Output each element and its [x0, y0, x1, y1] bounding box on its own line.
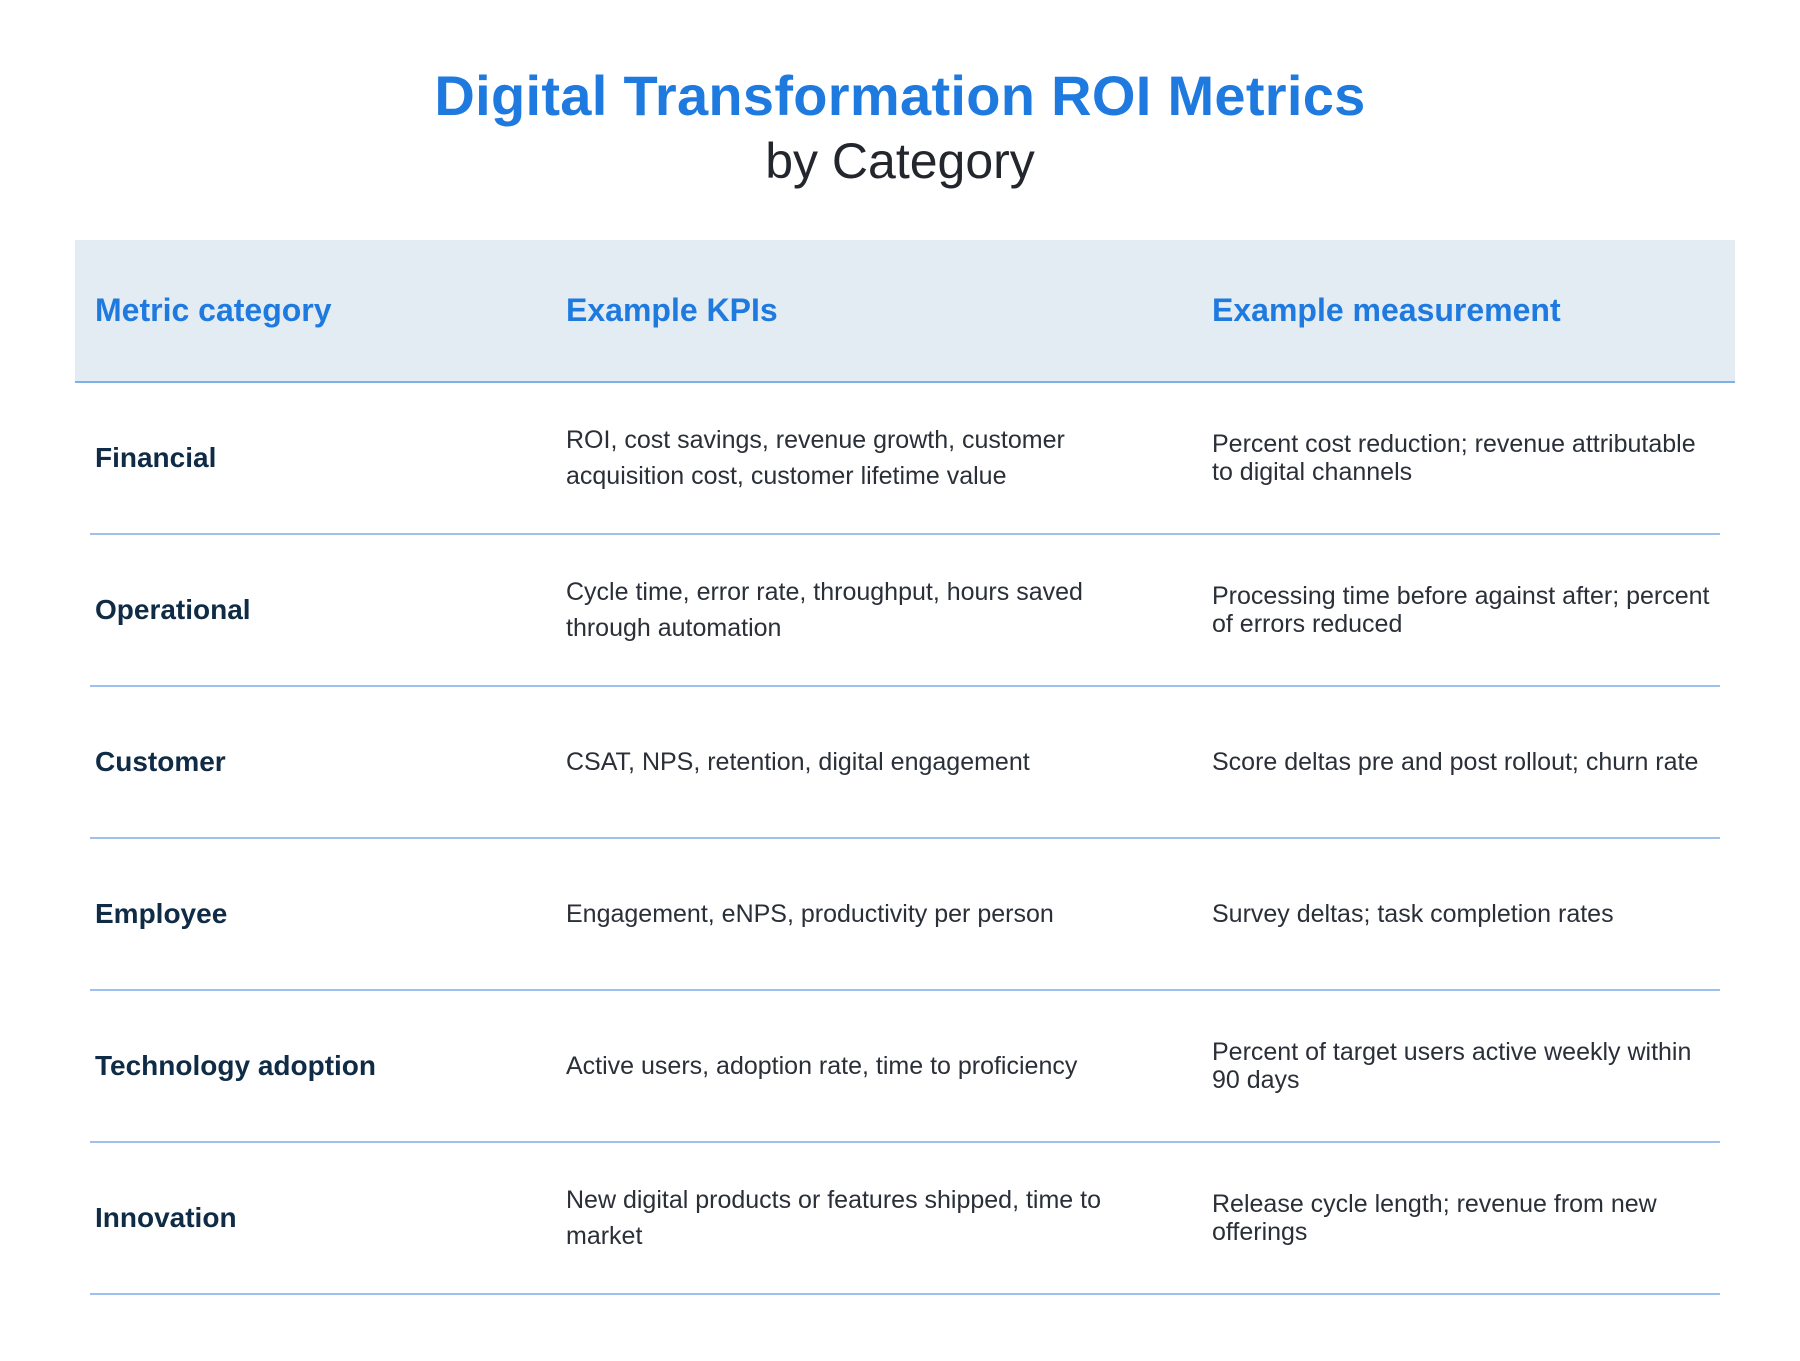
category-text: Operational — [95, 594, 251, 625]
measurement-text: Release cycle length; revenue from new o… — [1212, 1190, 1657, 1246]
measurement-text: Processing time before against after; pe… — [1212, 582, 1710, 638]
table-row: Innovation New digital products or featu… — [90, 1143, 1720, 1295]
row-measurement: Percent of target users active weekly wi… — [1212, 991, 1712, 1141]
table-row: Technology adoption Active users, adopti… — [90, 991, 1720, 1143]
row-category: Operational — [95, 535, 535, 685]
row-kpis: New digital products or features shipped… — [566, 1143, 1126, 1293]
measurement-text: Score deltas pre and post rollout; churn… — [1212, 748, 1699, 776]
kpis-text: New digital products or features shipped… — [566, 1186, 1101, 1250]
row-kpis: CSAT, NPS, retention, digital engagement — [566, 687, 1126, 837]
row-measurement: Release cycle length; revenue from new o… — [1212, 1143, 1712, 1293]
category-text: Innovation — [95, 1202, 237, 1233]
row-category: Innovation — [95, 1143, 535, 1293]
page-subtitle: by Category — [765, 133, 1035, 189]
row-category: Customer — [95, 687, 535, 837]
category-text: Financial — [95, 442, 217, 473]
category-text: Employee — [95, 898, 228, 929]
measurement-text: Survey deltas; task completion rates — [1212, 900, 1614, 928]
row-category: Employee — [95, 839, 535, 989]
row-kpis: Engagement, eNPS, productivity per perso… — [566, 839, 1126, 989]
row-kpis: Cycle time, error rate, throughput, hour… — [566, 535, 1126, 685]
table-row: Employee Engagement, eNPS, productivity … — [90, 839, 1720, 991]
row-measurement: Score deltas pre and post rollout; churn… — [1212, 687, 1712, 837]
row-measurement: Percent cost reduction; revenue attribut… — [1212, 383, 1712, 533]
table-row: Financial ROI, cost savings, revenue gro… — [90, 383, 1720, 535]
page-title: Digital Transformation ROI Metrics — [434, 64, 1366, 127]
header-example-measurement: Example measurement — [1212, 292, 1561, 328]
table-body: Financial ROI, cost savings, revenue gro… — [90, 383, 1720, 1295]
row-measurement: Processing time before against after; pe… — [1212, 535, 1712, 685]
measurement-text: Percent cost reduction; revenue attribut… — [1212, 430, 1696, 486]
table-row: Operational Cycle time, error rate, thro… — [90, 535, 1720, 687]
header-metric-category: Metric category — [95, 292, 332, 328]
metrics-table: Metric category Example KPIs Example mea… — [75, 240, 1735, 1295]
table-header-row: Metric category Example KPIs Example mea… — [75, 240, 1735, 383]
kpis-text: Active users, adoption rate, time to pro… — [566, 1052, 1078, 1080]
row-kpis: Active users, adoption rate, time to pro… — [566, 991, 1126, 1141]
header-example-kpis: Example KPIs — [566, 292, 778, 328]
row-measurement: Survey deltas; task completion rates — [1212, 839, 1712, 989]
category-text: Customer — [95, 746, 226, 777]
kpis-text: ROI, cost savings, revenue growth, custo… — [566, 426, 1065, 490]
category-text: Technology adoption — [95, 1050, 377, 1081]
kpis-text: Engagement, eNPS, productivity per perso… — [566, 900, 1054, 928]
kpis-text: Cycle time, error rate, throughput, hour… — [566, 578, 1083, 642]
kpis-text: CSAT, NPS, retention, digital engagement — [566, 748, 1030, 776]
row-category: Technology adoption — [95, 991, 535, 1141]
measurement-text: Percent of target users active weekly wi… — [1212, 1038, 1692, 1094]
row-kpis: ROI, cost savings, revenue growth, custo… — [566, 383, 1126, 533]
table-row: Customer CSAT, NPS, retention, digital e… — [90, 687, 1720, 839]
row-category: Financial — [95, 383, 535, 533]
title-block: Digital Transformation ROI Metrics by Ca… — [0, 62, 1800, 192]
